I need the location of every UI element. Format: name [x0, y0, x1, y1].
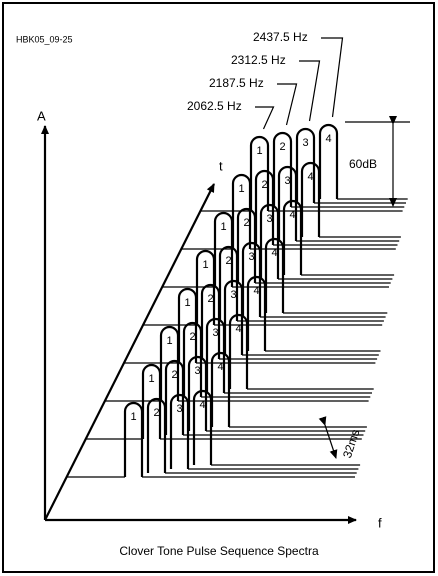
time-axis [44, 183, 215, 521]
pulse [164, 359, 185, 435]
pulse-number: 2 [261, 179, 267, 191]
pulse-number: 1 [184, 297, 190, 309]
caption: Clover Tone Pulse Sequence Spectra [119, 544, 319, 558]
pulse-number: 3 [176, 403, 182, 415]
pulse [282, 199, 303, 275]
tone-label: 2312.5 Hz [231, 53, 286, 67]
pulse [213, 211, 234, 287]
pulse-number: 2 [207, 293, 213, 305]
pulse [177, 287, 198, 363]
pulse-number: 3 [212, 327, 218, 339]
tone-leader [299, 60, 321, 122]
pulse-number: 3 [302, 137, 308, 149]
pulse-number: 2 [243, 217, 249, 229]
pulse [277, 165, 298, 241]
pulse [272, 131, 293, 207]
figure-id: HBK05_09-25 [16, 34, 73, 44]
pulse [187, 355, 208, 431]
pulse-number: 4 [235, 323, 241, 335]
pulse-number: 1 [166, 335, 172, 347]
tone-label: 2187.5 Hz [209, 76, 264, 90]
pulse [318, 123, 339, 199]
pulse-number: 1 [220, 221, 226, 233]
pulse-number: 3 [194, 365, 200, 377]
tone-label: 2437.5 Hz [253, 30, 308, 44]
pulse [223, 279, 244, 355]
pulse [200, 283, 221, 359]
pulse-number: 4 [199, 399, 205, 411]
pulse-number: 3 [266, 213, 272, 225]
pulse-number: 3 [230, 289, 236, 301]
tone-leader [255, 106, 275, 130]
tone-labels: 2062.5 Hz 2187.5 Hz 2312.5 Hz 2437.5 Hz [187, 30, 344, 130]
tone-leader [277, 83, 298, 126]
amplitude-label: A [37, 108, 46, 123]
pulse [159, 325, 180, 401]
pulse-number: 4 [253, 285, 259, 297]
pulse-number: 4 [289, 209, 295, 221]
pulse [192, 389, 213, 465]
pulse-number: 4 [307, 171, 313, 183]
pulse [218, 245, 239, 321]
pulse [228, 313, 249, 389]
frequency-label: f [378, 515, 382, 530]
pulse [182, 321, 203, 397]
pulse-number: 1 [202, 259, 208, 271]
pulse [141, 363, 162, 439]
time-label: t [219, 158, 223, 173]
pulse-number: 3 [248, 251, 254, 263]
pulse [169, 393, 190, 469]
pulse [236, 207, 257, 283]
pulse [210, 351, 231, 427]
level-label: 60dB [349, 157, 377, 171]
pulse [249, 135, 270, 211]
pulse [254, 169, 275, 245]
pulse [146, 397, 167, 473]
pulse [259, 203, 280, 279]
pulse [231, 173, 252, 249]
pulse [300, 161, 321, 237]
pulse-number: 4 [217, 361, 223, 373]
pulse-number: 1 [238, 183, 244, 195]
pulse [205, 317, 226, 393]
pulse [195, 249, 216, 325]
tone-label: 2062.5 Hz [187, 99, 242, 113]
pulse [123, 401, 144, 477]
pulse-number: 2 [279, 141, 285, 153]
pulse-number: 2 [171, 369, 177, 381]
pulse-number: 1 [256, 145, 262, 157]
pulse-number: 1 [148, 373, 154, 385]
pulse-number: 4 [325, 133, 331, 145]
pulse [264, 237, 285, 313]
pulse [241, 241, 262, 317]
pulse-number: 2 [153, 407, 159, 419]
pulse-number: 4 [271, 247, 277, 259]
pulse-grid: 1 2 3 4 1 2 3 4 1 2 3 4 1 2 3 4 1 2 3 4 1 2 3 4 1 2 3 4 1 2 3 4 [66, 123, 408, 478]
pulse-number: 3 [284, 175, 290, 187]
tone-leader [321, 37, 344, 118]
pulse [295, 127, 316, 203]
pulse-number: 2 [189, 331, 195, 343]
pulse-number: 2 [225, 255, 231, 267]
pulse-number: 1 [130, 411, 136, 423]
pulse [246, 275, 267, 351]
